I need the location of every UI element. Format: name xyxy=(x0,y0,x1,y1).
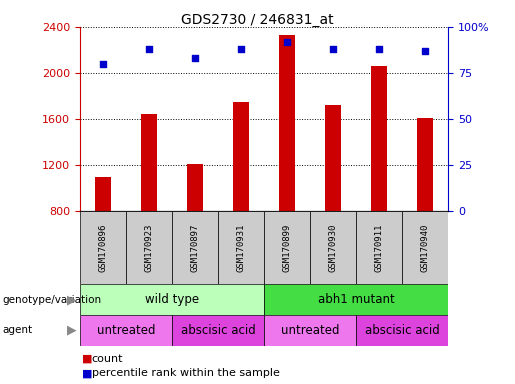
Text: untreated: untreated xyxy=(281,324,339,337)
Bar xyxy=(310,211,356,284)
Point xyxy=(329,46,337,52)
Text: count: count xyxy=(92,354,123,364)
Text: GSM170923: GSM170923 xyxy=(144,223,153,272)
Text: GSM170931: GSM170931 xyxy=(236,223,246,272)
Text: abscisic acid: abscisic acid xyxy=(365,324,439,337)
Bar xyxy=(371,66,387,211)
Bar xyxy=(264,211,310,284)
Bar xyxy=(325,105,341,211)
Text: ■: ■ xyxy=(82,368,93,378)
Point xyxy=(375,46,383,52)
Text: genotype/variation: genotype/variation xyxy=(3,295,101,305)
Point xyxy=(237,46,245,52)
Text: GSM170930: GSM170930 xyxy=(329,223,337,272)
Text: untreated: untreated xyxy=(97,324,155,337)
Text: GSM170897: GSM170897 xyxy=(191,223,199,272)
Bar xyxy=(417,118,433,211)
Bar xyxy=(402,211,448,284)
Bar xyxy=(233,102,249,211)
Bar xyxy=(264,315,356,346)
Bar xyxy=(279,35,295,211)
Bar xyxy=(356,315,448,346)
Point xyxy=(99,61,107,67)
Bar xyxy=(80,211,126,284)
Bar xyxy=(95,177,111,211)
Text: ▶: ▶ xyxy=(66,293,76,306)
Point xyxy=(283,38,291,45)
Text: GSM170911: GSM170911 xyxy=(374,223,384,272)
Bar xyxy=(80,284,264,315)
Bar xyxy=(172,211,218,284)
Text: abh1 mutant: abh1 mutant xyxy=(318,293,394,306)
Text: abscisic acid: abscisic acid xyxy=(181,324,255,337)
Bar xyxy=(356,211,402,284)
Text: agent: agent xyxy=(3,325,32,335)
Text: ▶: ▶ xyxy=(66,324,76,337)
Bar xyxy=(187,164,203,211)
Point xyxy=(421,48,429,54)
Text: wild type: wild type xyxy=(145,293,199,306)
Text: ■: ■ xyxy=(82,354,93,364)
Text: GSM170899: GSM170899 xyxy=(282,223,291,272)
Bar xyxy=(80,315,172,346)
Bar xyxy=(264,284,448,315)
Bar xyxy=(126,211,172,284)
Bar xyxy=(218,211,264,284)
Point xyxy=(191,55,199,61)
Text: GSM170940: GSM170940 xyxy=(421,223,430,272)
Text: GDS2730 / 246831_at: GDS2730 / 246831_at xyxy=(181,13,334,27)
Bar xyxy=(172,315,264,346)
Text: percentile rank within the sample: percentile rank within the sample xyxy=(92,368,280,378)
Text: GSM170896: GSM170896 xyxy=(98,223,107,272)
Point xyxy=(145,46,153,52)
Bar xyxy=(141,114,157,211)
